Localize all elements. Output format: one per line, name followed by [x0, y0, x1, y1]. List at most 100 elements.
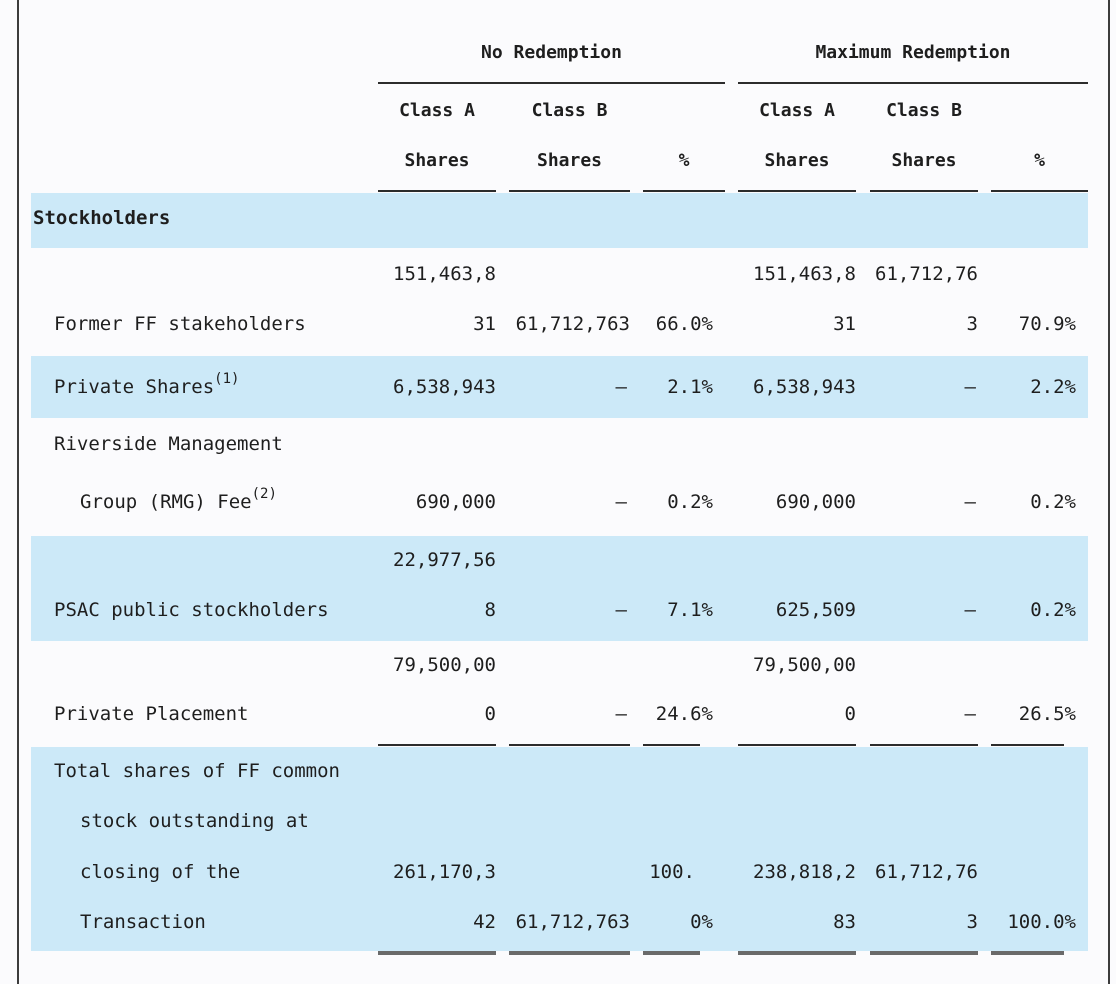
col-header-pct: % [678, 150, 690, 171]
cell-mr-class-a: 0 [844, 703, 856, 725]
cell-nr-class-a: 8 [484, 599, 496, 621]
cell-nr-class-a: 6,538,943 [393, 376, 496, 398]
cell-mr-class-b: 61,712,76 [875, 263, 978, 285]
subtotal-line [509, 744, 630, 746]
row-band-total [31, 747, 1088, 951]
group-underline-maximum-redemption [738, 82, 1088, 84]
cell-mr-pct: 0.2% [1030, 599, 1076, 621]
group-header-no-redemption: No Redemption [481, 42, 622, 63]
row-label-psac: PSAC public stockholders [54, 599, 329, 621]
col-underline [870, 190, 978, 192]
cell-nr-class-b: 61,712,763 [515, 313, 630, 335]
cell-nr-pct: 24.6% [655, 703, 713, 725]
subtotal-line [378, 744, 496, 746]
table-right-border [1108, 0, 1110, 984]
cell-mr-class-a: 6,538,943 [753, 376, 856, 398]
cell-nr-class-a: 151,463,8 [393, 263, 496, 285]
subtotal-line [738, 744, 856, 746]
row-band-private-shares [31, 356, 1088, 418]
cell-nr-class-a: 79,500,00 [393, 654, 496, 676]
col-header-class-a-line2: Shares [404, 150, 470, 171]
cell-nr-pct: 100. [649, 861, 695, 883]
cell-nr-class-a: 0 [484, 703, 496, 725]
total-double-underline [870, 951, 978, 955]
total-double-underline [643, 951, 700, 955]
row-label-rmg-line1: Riverside Management [54, 433, 283, 455]
cell-mr-class-a: 79,500,00 [753, 654, 856, 676]
col-header-class-b-line2: Shares [891, 150, 957, 171]
cell-nr-pct: 66.0% [655, 313, 713, 335]
col-underline [991, 190, 1088, 192]
cell-nr-class-a: 31 [473, 313, 496, 335]
col-header-class-b-line1: Class B [886, 100, 962, 121]
cell-mr-class-b: — [964, 491, 976, 513]
cell-nr-class-a: 261,170,3 [393, 861, 496, 883]
row-label-total-line2: stock outstanding at [80, 810, 309, 832]
footnote-marker: (1) [214, 371, 240, 387]
cell-mr-class-b: 61,712,76 [875, 861, 978, 883]
cell-mr-class-b: 3 [966, 313, 978, 335]
cell-nr-class-b: — [615, 599, 627, 621]
cell-nr-class-b: — [615, 491, 627, 513]
cell-nr-pct: 7.1% [667, 599, 713, 621]
group-header-maximum-redemption: Maximum Redemption [815, 42, 1011, 63]
cell-mr-class-a: 690,000 [775, 491, 856, 513]
col-header-class-b-line1: Class B [531, 100, 608, 121]
cell-nr-class-b: — [615, 376, 627, 398]
cell-nr-pct: 2.1% [667, 376, 713, 398]
col-header-class-a-line2: Shares [764, 150, 830, 171]
group-underline-no-redemption [378, 82, 725, 84]
cell-nr-class-b: — [615, 703, 627, 725]
col-header-class-a-line1: Class A [759, 100, 835, 121]
col-underline [378, 190, 496, 192]
cell-mr-class-a: 83 [833, 911, 856, 933]
total-double-underline [509, 951, 630, 955]
cell-nr-pct: 0.2% [667, 491, 713, 513]
cell-nr-class-a: 42 [473, 911, 496, 933]
subtotal-line [991, 744, 1064, 746]
cell-mr-class-b: 3 [966, 911, 978, 933]
total-double-underline [991, 951, 1064, 955]
row-label-total-line4: Transaction [80, 911, 206, 933]
row-label-total-line3: closing of the [80, 861, 241, 883]
cell-nr-class-a: 22,977,56 [393, 549, 496, 571]
cell-nr-class-b: 61,712,763 [515, 911, 630, 933]
footnote-marker: (2) [251, 486, 277, 502]
cell-mr-class-a: 31 [833, 313, 856, 335]
row-label-total-line1: Total shares of FF common [54, 760, 340, 782]
total-double-underline [738, 951, 856, 955]
row-band-stockholders [31, 193, 1088, 248]
cell-mr-class-b: — [964, 703, 976, 725]
cell-mr-class-a: 625,509 [775, 599, 856, 621]
row-label-private-shares: Private Shares(1) [54, 370, 239, 404]
row-band-psac [31, 536, 1088, 641]
row-label-rmg-line2: Group (RMG) Fee(2) [80, 485, 277, 519]
subtotal-line [643, 744, 700, 746]
cell-mr-class-a: 238,818,2 [753, 861, 856, 883]
col-header-pct: % [1034, 150, 1045, 171]
col-underline [738, 190, 856, 192]
col-header-class-b-line2: Shares [536, 150, 603, 171]
cell-nr-pct: 0% [690, 911, 713, 933]
row-label-private-placement: Private Placement [54, 703, 249, 725]
cell-mr-pct: 26.5% [1018, 703, 1076, 725]
table-left-border [17, 0, 19, 984]
cell-mr-pct: 0.2% [1030, 491, 1076, 513]
cell-nr-class-a: 690,000 [415, 491, 496, 513]
cell-mr-pct: 70.9% [1018, 313, 1076, 335]
cell-mr-class-b: — [964, 376, 976, 398]
col-underline [509, 190, 630, 192]
cell-mr-pct: 2.2% [1030, 376, 1076, 398]
col-header-class-a-line1: Class A [399, 100, 475, 121]
row-label-text: Private Shares [54, 376, 215, 398]
cell-mr-pct: 100.0% [1007, 911, 1076, 933]
row-label-text: Group (RMG) Fee [80, 491, 252, 513]
col-underline [643, 190, 725, 192]
subtotal-line [870, 744, 978, 746]
cell-mr-class-b: — [964, 599, 976, 621]
row-label-former-ff: Former FF stakeholders [54, 313, 306, 335]
total-double-underline [378, 951, 496, 955]
section-title: Stockholders [33, 207, 171, 229]
cell-mr-class-a: 151,463,8 [753, 263, 856, 285]
